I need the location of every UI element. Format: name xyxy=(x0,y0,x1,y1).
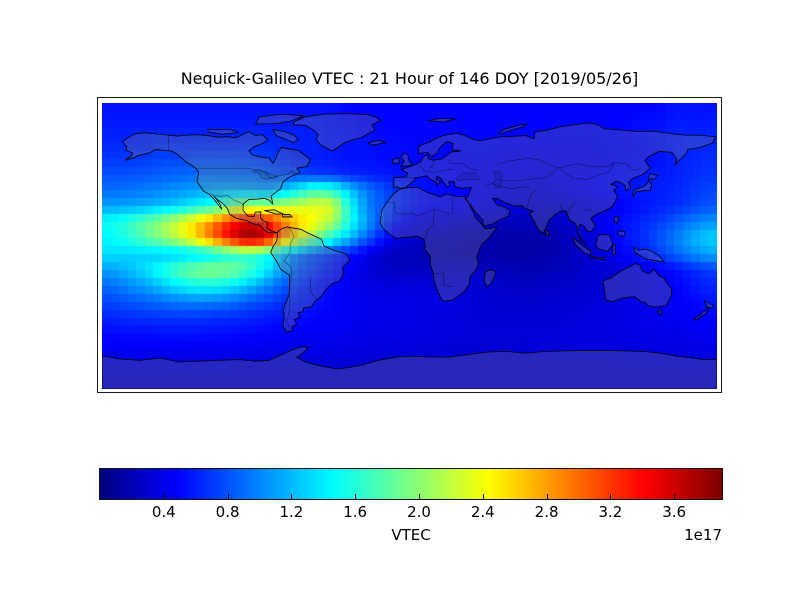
country-border xyxy=(567,202,576,213)
chart-title: Nequick-Galileo VTEC : 21 Hour of 146 DO… xyxy=(180,69,639,88)
landmass-outline xyxy=(613,244,616,254)
colorbar-tick-label: 2.4 xyxy=(470,503,495,521)
country-border xyxy=(561,204,562,211)
colorbar-gradient xyxy=(100,469,722,499)
landmass-outline xyxy=(123,132,311,233)
landmass-outline xyxy=(590,257,605,260)
landmass-outline xyxy=(401,153,412,167)
landmass-outline xyxy=(264,210,282,214)
country-border xyxy=(485,183,531,189)
landmass-outline xyxy=(633,248,664,262)
landmass-outline xyxy=(618,231,625,237)
country-border xyxy=(387,203,450,216)
colorbar-axis-label: VTEC xyxy=(391,526,431,544)
country-border xyxy=(450,160,478,170)
country-border xyxy=(430,273,453,286)
landmass-outline xyxy=(657,311,663,315)
colorbar-tick-label: 3.2 xyxy=(598,503,623,521)
landmass-outline xyxy=(102,347,717,389)
landmass-outline xyxy=(603,263,672,307)
country-border xyxy=(496,158,640,170)
landmass-outline xyxy=(428,118,455,122)
colorbar-tick-label: 2.8 xyxy=(534,503,559,521)
landmass-outline xyxy=(393,123,715,244)
landmass-outline xyxy=(256,114,304,124)
landmass-outline xyxy=(632,174,658,197)
country-border xyxy=(196,168,295,178)
colorbar-tick-labels: 0.4 0.8 1.2 1.6 2.0 2.4 2.8 3.2 3.6 xyxy=(0,503,800,523)
inland-sea-outline xyxy=(493,172,503,188)
country-border xyxy=(426,210,435,239)
inland-sea-outline xyxy=(252,170,278,180)
landmass-outline xyxy=(273,130,299,143)
colorbar-tick-label: 2.0 xyxy=(407,503,431,521)
country-border xyxy=(584,209,594,211)
landmass-outline xyxy=(380,188,497,302)
landmass-outline xyxy=(282,215,292,217)
country-border xyxy=(406,177,415,178)
colorbar-tick-label: 3.6 xyxy=(662,503,687,521)
country-border xyxy=(527,190,536,209)
colorbar-tick-label: 0.4 xyxy=(151,503,176,521)
colorbar-offset-label: 1e17 xyxy=(684,526,722,544)
colorbar-tick-label: 0.8 xyxy=(215,503,240,521)
landmass-outline xyxy=(392,158,399,163)
inland-sea-outline xyxy=(456,172,480,181)
vtec-heatmap xyxy=(102,103,717,389)
landmass-outline xyxy=(484,270,495,286)
map-axes-frame xyxy=(97,97,722,393)
country-border xyxy=(559,163,614,180)
landmass-outline xyxy=(293,114,380,151)
country-border xyxy=(430,160,434,168)
landmass-outline xyxy=(572,237,590,255)
world-coastlines xyxy=(102,103,717,389)
country-border xyxy=(209,194,243,204)
colorbar-tick-label: 1.6 xyxy=(343,503,368,521)
landmass-outline xyxy=(705,301,714,312)
landmass-outline xyxy=(615,217,619,224)
landmass-outline xyxy=(546,230,549,236)
landmass-outline xyxy=(596,235,613,252)
colorbar-tick-label: 1.2 xyxy=(279,503,304,521)
landmass-outline xyxy=(498,124,527,134)
landmass-outline xyxy=(208,129,239,134)
landmass-outline xyxy=(369,140,386,145)
country-border xyxy=(498,168,558,181)
country-border xyxy=(310,277,318,300)
country-border xyxy=(416,165,454,172)
landmass-outline xyxy=(694,310,707,320)
country-border xyxy=(284,227,294,274)
country-border xyxy=(287,274,292,329)
colorbar xyxy=(99,468,723,500)
